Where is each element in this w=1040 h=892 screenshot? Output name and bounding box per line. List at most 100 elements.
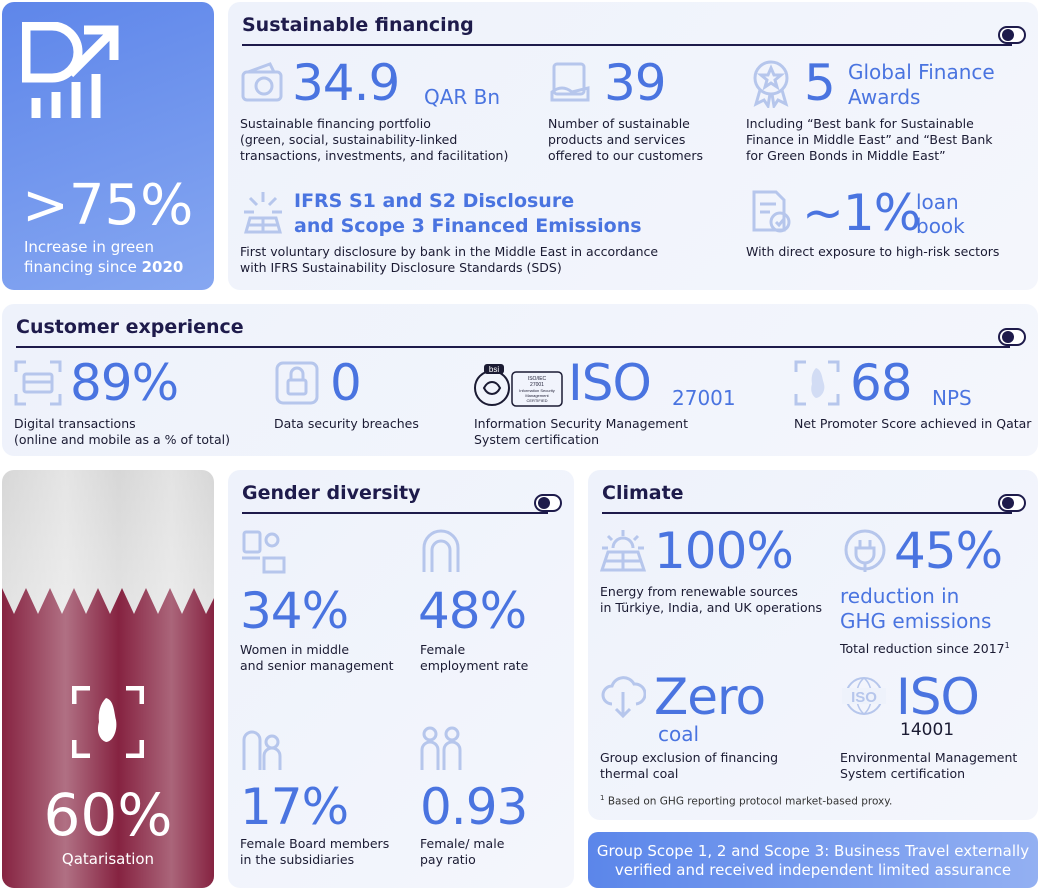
green-financing-label-2: financing since 2020 <box>24 258 183 276</box>
wallet-icon <box>240 60 286 106</box>
green-financing-value: >75% <box>22 173 194 238</box>
iso-27001-desc-1: Information Security Management <box>474 416 688 431</box>
iso-14001-desc-2: System certification <box>840 766 966 781</box>
panel-title: Sustainable financing <box>242 14 474 36</box>
coal-unit: coal <box>658 722 700 746</box>
qatar-map-frame-icon <box>72 686 144 758</box>
breaches-value: 0 <box>330 354 362 412</box>
customer-experience-panel: Customer experience 89% Digital transact… <box>2 304 1038 456</box>
toggle-icon <box>998 494 1026 512</box>
portfolio-unit: QAR Bn <box>424 85 501 109</box>
products-desc-2: products and services <box>548 132 686 147</box>
green-financing-label-prefix: financing since <box>24 258 142 276</box>
sustainable-financing-panel: Sustainable financing 34.9 QAR Bn Sustai… <box>228 2 1038 290</box>
panel-title: Customer experience <box>16 316 244 338</box>
awards-unit-1: Global Finance <box>848 60 995 84</box>
ghg-desc: Total reduction since 20171 <box>840 638 1010 657</box>
bsi-badge-line-1: ISO/IEC <box>528 376 547 382</box>
iso-14001-value: ISO <box>896 668 980 726</box>
solar-panel-icon <box>600 528 646 574</box>
iso-27001-unit: 27001 <box>672 386 736 410</box>
awards-value: 5 <box>804 54 836 112</box>
iso-27001-desc-2: System certification <box>474 432 600 447</box>
iso-logo-icon: ISO <box>840 676 888 716</box>
female-male-icon <box>418 726 464 772</box>
ifrs-desc-1: First voluntary disclosure by bank in th… <box>240 244 659 259</box>
qatarisation-value: 60% <box>43 781 173 849</box>
title-divider <box>242 44 1012 46</box>
bsi-badge-line-3: Information Security <box>519 388 555 393</box>
loan-unit-2: book <box>916 214 965 238</box>
nps-unit: NPS <box>932 386 972 410</box>
title-divider <box>602 512 1012 514</box>
bsi-badge-line-2: 27001 <box>530 382 544 388</box>
awards-desc-3: for Green Bonds in Middle East” <box>746 148 946 163</box>
bsi-badge-line-4: Management <box>525 393 549 398</box>
ghg-desc-text: Total reduction since 2017 <box>840 641 1005 657</box>
awards-unit-2: Awards <box>848 85 921 109</box>
ifrs-heading-2: and Scope 3 Financed Emissions <box>294 215 642 237</box>
green-financing-hero: >75% Increase in green financing since 2… <box>2 2 214 290</box>
toggle-icon <box>998 328 1026 346</box>
ghg-unit-2: GHG emissions <box>840 609 992 633</box>
renewable-desc-2: in Türkiye, India, and UK operations <box>600 600 823 615</box>
banner-line-1: Group Scope 1, 2 and Scope 3: Business T… <box>596 842 1030 860</box>
ghg-footnote-mark: 1 <box>1004 641 1010 650</box>
bsi-badge-line-5: CERTIFIED <box>526 398 547 403</box>
qatarisation-hero: 60% Qatarisation <box>2 470 214 888</box>
ifrs-heading-1: IFRS S1 and S2 Disclosure <box>294 190 575 212</box>
toggle-icon <box>534 494 562 512</box>
coal-value: Zero <box>654 668 766 726</box>
wind-solar-icon <box>240 188 286 234</box>
nps-desc: Net Promoter Score achieved in Qatar <box>794 416 1032 431</box>
nps-value: 68 <box>850 354 913 412</box>
award-medal-icon <box>748 58 794 108</box>
iso-27001-value: ISO <box>568 354 652 412</box>
ghg-unit-1: reduction in <box>840 584 960 608</box>
toggle-icon <box>998 26 1026 44</box>
loan-value: ~1% <box>802 184 921 242</box>
climate-footnote: 1 Based on GHG reporting protocol market… <box>600 794 892 808</box>
climate-panel: Climate 100% Energy from renewable sourc… <box>588 470 1038 820</box>
products-desc-3: offered to our customers <box>548 148 703 163</box>
security-lock-icon <box>274 360 320 406</box>
renewable-value: 100% <box>654 522 794 580</box>
loan-desc: With direct exposure to high-risk sector… <box>746 244 1000 259</box>
ev-plug-icon <box>842 528 888 574</box>
portfolio-desc-1: Sustainable financing portfolio <box>240 116 431 131</box>
cloud-down-icon <box>600 674 646 720</box>
qatarisation-label: Qatarisation <box>61 850 155 868</box>
awards-desc-1: Including “Best bank for Sustainable <box>746 116 974 131</box>
gender-desc-4a: Female/ male <box>420 836 505 851</box>
coal-desc-1: Group exclusion of financing <box>600 750 779 765</box>
gender-value-4: 0.93 <box>420 778 528 836</box>
coal-desc-2: thermal coal <box>600 766 679 781</box>
gender-value-2: 48% <box>418 582 527 640</box>
portfolio-desc-3: transactions, investments, and facilitat… <box>240 148 509 163</box>
digital-value: 89% <box>70 354 179 412</box>
portfolio-desc-2: (green, social, sustainability-linked <box>240 132 458 147</box>
ghg-value: 45% <box>894 522 1003 580</box>
gender-value-1: 34% <box>240 582 349 640</box>
title-divider <box>242 512 548 514</box>
panel-title: Gender diversity <box>242 482 421 504</box>
title-divider <box>16 346 1010 348</box>
portfolio-value: 34.9 <box>292 54 400 112</box>
handshake-icon <box>548 60 594 106</box>
meeting-icon <box>240 528 286 574</box>
assurance-banner: Group Scope 1, 2 and Scope 3: Business T… <box>588 832 1038 888</box>
board-members-icon <box>240 726 286 772</box>
footnote-mark: 1 <box>600 794 605 802</box>
growth-arrow-icon <box>22 22 122 122</box>
document-check-icon <box>748 188 794 234</box>
bsi-certification-badge: bsi ISO/IEC 27001 Information Security M… <box>472 360 564 410</box>
gender-desc-3b: in the subsidiaries <box>240 852 355 867</box>
products-desc-1: Number of sustainable <box>548 116 690 131</box>
loan-unit-1: loan <box>916 190 959 214</box>
gender-desc-3a: Female Board members <box>240 836 390 851</box>
digital-desc-2: (online and mobile as a % of total) <box>14 432 230 447</box>
gender-value-3: 17% <box>240 778 349 836</box>
products-value: 39 <box>604 54 667 112</box>
digital-desc-1: Digital transactions <box>14 416 136 431</box>
qatar-map-icon <box>794 360 840 406</box>
